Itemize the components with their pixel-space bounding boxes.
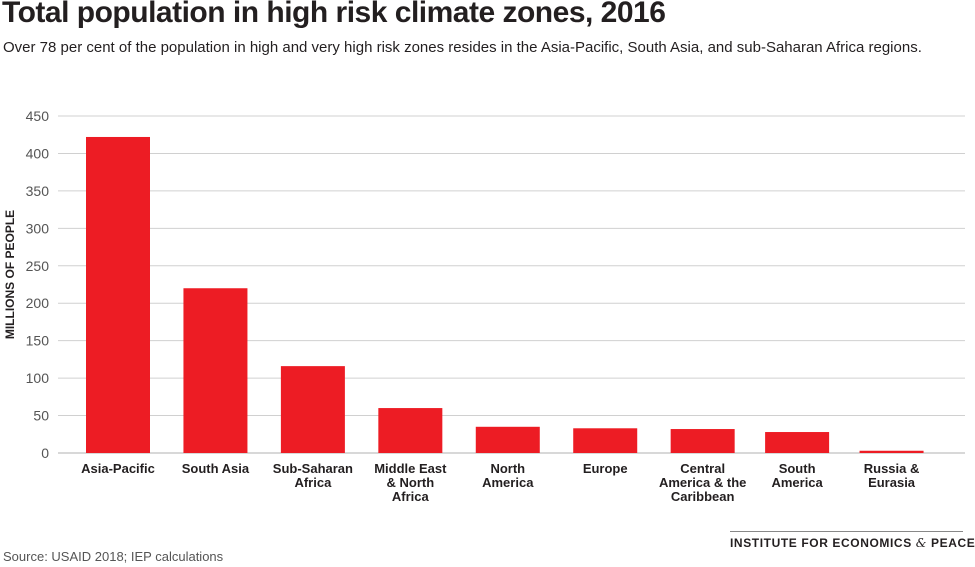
x-category-label: Eurasia <box>868 475 916 490</box>
source-note: Source: USAID 2018; IEP calculations <box>3 549 224 564</box>
y-tick-label: 400 <box>26 145 50 161</box>
x-category-label: North <box>490 461 525 476</box>
brand-name-part2: PEACE <box>930 536 975 550</box>
x-category-label: Central <box>680 461 725 476</box>
y-tick-label: 200 <box>26 295 50 311</box>
x-category-label: Sub-Saharan <box>273 461 353 476</box>
bar <box>573 428 638 453</box>
y-tick-label: 100 <box>26 370 50 386</box>
x-category-label: America <box>771 475 823 490</box>
x-category-label: Middle East <box>374 461 447 476</box>
y-tick-label: 350 <box>26 183 50 199</box>
y-tick-label: 50 <box>33 408 49 424</box>
x-category-label: South Asia <box>182 461 250 476</box>
y-axis-title: MILLIONS OF PEOPLE <box>3 210 17 339</box>
brand-name-part1: INSTITUTE FOR ECONOMICS <box>730 536 912 550</box>
x-category-label: Europe <box>583 461 628 476</box>
x-category-label: Africa <box>392 489 430 504</box>
x-category-label: Africa <box>294 475 332 490</box>
y-tick-label: 0 <box>41 445 49 461</box>
x-category-label: Asia-Pacific <box>81 461 155 476</box>
x-category-label: & North <box>386 475 434 490</box>
brand-ampersand: & <box>915 536 928 550</box>
bar <box>670 429 735 453</box>
bar <box>86 136 150 454</box>
bar <box>765 432 830 453</box>
chart-subtitle: Over 78 per cent of the population in hi… <box>3 39 922 56</box>
x-category-label: South <box>779 461 816 476</box>
bar <box>859 450 924 453</box>
x-category-label: America <box>482 475 534 490</box>
y-tick-label: 300 <box>26 220 50 236</box>
bar <box>280 366 345 453</box>
x-category-label: Russia & <box>864 461 920 476</box>
x-category-label: Caribbean <box>671 489 735 504</box>
bar <box>378 408 443 453</box>
brand-divider <box>730 531 963 532</box>
bar <box>183 288 248 453</box>
bar <box>475 426 540 453</box>
y-tick-label: 450 <box>26 108 50 124</box>
y-tick-label: 250 <box>26 258 50 274</box>
brand-logo: INSTITUTE FOR ECONOMICS & PEACE <box>730 536 975 550</box>
bar-chart: 0 50 100 150 200 250 300 350 400 450 MILLIONS OF P… <box>3 108 965 504</box>
chart-title: Total population in high risk climate zo… <box>2 0 666 29</box>
x-category-label: America & the <box>659 475 746 490</box>
y-tick-label: 150 <box>26 333 50 349</box>
